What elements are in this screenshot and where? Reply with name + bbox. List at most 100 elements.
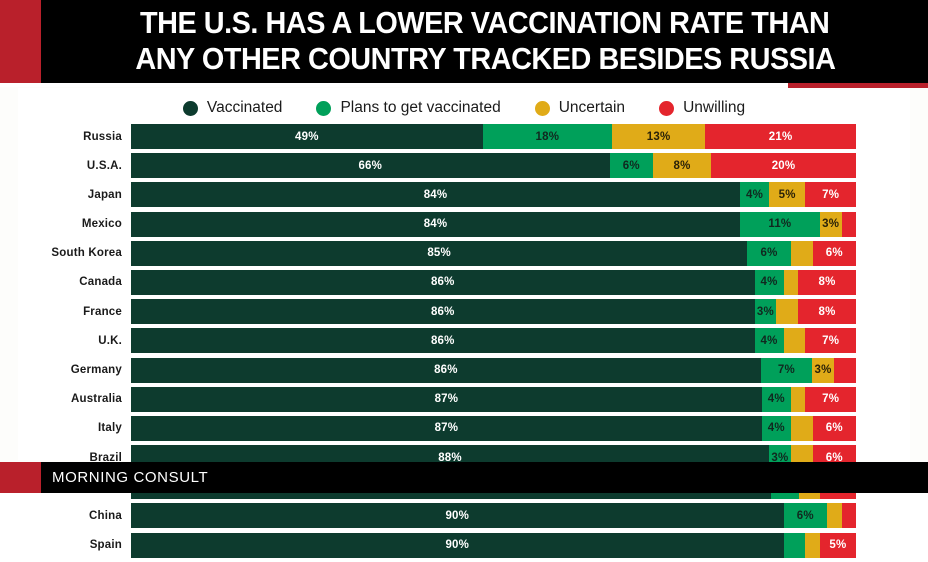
bar-segment-unwilling (841, 503, 856, 529)
legend-item-uncertain[interactable]: Uncertain (534, 99, 625, 117)
segment-value: 49% (295, 130, 319, 143)
stacked-bar: 87% 4% 7% (131, 386, 856, 412)
segment-value: 87% (434, 393, 459, 406)
segment-value: 86% (434, 364, 458, 376)
legend-label: Plans to get vaccinated (340, 99, 501, 116)
chart-row: Germany 86% 7% 3% (18, 357, 910, 383)
stacked-bar: 84% 11% 3% (131, 211, 856, 237)
bar-segment-vaccinated: 86% (131, 269, 755, 295)
bar-segment-unwilling (834, 357, 856, 383)
segment-value: 6% (622, 159, 640, 172)
bar-segment-unwilling: 8% (798, 299, 856, 325)
legend-item-unwilling[interactable]: Unwilling (659, 99, 745, 117)
bar-segment-vaccinated: 86% (131, 299, 755, 325)
segment-value: 66% (358, 159, 383, 172)
segment-value: 90% (445, 539, 470, 552)
legend-swatch-vaccinated-icon (182, 100, 198, 116)
bar-segment-plans: 3% (754, 299, 777, 325)
segment-value: 3% (814, 364, 832, 376)
bar-segment-unwilling: 21% (705, 124, 856, 149)
segment-value: 3% (771, 451, 789, 464)
segment-value: 8% (673, 159, 691, 172)
segment-value: 86% (430, 334, 455, 347)
legend-label: Vaccinated (206, 99, 283, 116)
stacked-bar: 86% 3% 8% (131, 299, 856, 325)
segment-value: 3% (756, 305, 774, 318)
chart-row: U.S.A. 66% 6% 8% 20% (18, 153, 910, 179)
segment-value: 8% (818, 276, 836, 289)
segment-value: 6% (825, 451, 843, 464)
country-label-australia: Australia (70, 393, 122, 406)
segment-value: 4% (760, 276, 778, 289)
bar-segment-plans: 4% (761, 386, 791, 412)
chart-row: Spain 90% 5% (18, 532, 910, 558)
bar-segment-vaccinated: 86% (131, 328, 755, 354)
stacked-bar: 49% 18% 13% 21% (131, 124, 856, 149)
chart-rows: Russia 49% 18% 13% 21% U.S.A. 66% 6% 8% 20% Japan 8… (18, 124, 910, 562)
legend-item-vaccinated[interactable]: Vaccinated (182, 99, 283, 117)
chart-row: Russia 49% 18% 13% 21% (18, 124, 910, 149)
source-attribution: MORNING CONSULT (52, 469, 209, 486)
chart-row: France 86% 3% 8% (18, 299, 910, 325)
segment-value: 7% (822, 393, 840, 406)
country-label-china: China (89, 509, 122, 522)
legend-item-plans[interactable]: Plans to get vaccinated (316, 99, 501, 117)
segment-value: 7% (777, 364, 795, 376)
bar-segment-plans: 6% (783, 503, 827, 529)
segment-value: 87% (434, 422, 459, 435)
segment-value: 13% (646, 130, 671, 143)
chart-panel: Vaccinated Plans to get vaccinated Uncerta… (18, 88, 910, 558)
legend-swatch-unwilling-icon (659, 100, 675, 116)
bar-segment-unwilling: 6% (812, 240, 856, 266)
segment-value: 21% (768, 130, 793, 143)
segment-value: 6% (825, 422, 843, 435)
legend-swatch-plans-icon (316, 100, 332, 116)
bar-segment-vaccinated: 66% (131, 153, 610, 179)
bar-segment-uncertain: 3% (812, 357, 835, 383)
header-red-underline-right (788, 83, 928, 88)
bar-segment-uncertain: 8% (653, 153, 711, 179)
footer-red-accent (0, 462, 41, 493)
country-label-japan: Japan (87, 188, 122, 201)
stacked-bar: 86% 4% 7% (131, 328, 856, 354)
segment-value: 18% (535, 130, 560, 143)
chart-row: South Korea 85% 6% 6% (18, 240, 910, 266)
bar-segment-vaccinated: 90% (131, 503, 784, 529)
segment-value: 5% (829, 539, 847, 552)
segment-value: 6% (760, 247, 778, 260)
segment-value: 8% (818, 305, 836, 318)
bar-segment-plans: 4% (754, 269, 784, 295)
chart-legend: Vaccinated Plans to get vaccinated Uncerta… (18, 92, 910, 124)
country-label-france: France (83, 305, 122, 318)
segment-value: 4% (767, 393, 785, 406)
country-label-canada: Canada (79, 276, 122, 289)
bar-segment-uncertain (805, 532, 820, 558)
country-label-u-s-a: U.S.A. (86, 159, 122, 172)
header-red-accent (0, 0, 41, 83)
country-label-russia: Russia (83, 130, 122, 143)
stacked-bar: 85% 6% 6% (131, 240, 856, 266)
bar-segment-plans: 4% (740, 182, 769, 208)
bar-segment-unwilling: 7% (805, 386, 856, 412)
chart-row: Mexico 84% 11% 3% (18, 211, 910, 237)
header-underline (0, 83, 928, 87)
stacked-bar: 90% 6% (131, 503, 856, 529)
header-band: THE U.S. HAS A LOWER VACCINATION RATE TH… (0, 0, 928, 83)
bar-segment-plans: 7% (760, 357, 813, 383)
bar-segment-uncertain: 13% (611, 124, 706, 149)
country-label-south-korea: South Korea (51, 247, 122, 260)
stacked-bar: 84% 4% 5% 7% (131, 182, 856, 208)
footer-band: MORNING CONSULT (0, 462, 928, 493)
bar-segment-unwilling: 7% (805, 328, 856, 354)
segment-value: 84% (423, 218, 448, 231)
segment-value: 5% (778, 188, 796, 201)
bar-segment-vaccinated: 49% (131, 124, 483, 149)
segment-value: 6% (796, 509, 814, 522)
chart-row: China 90% 6% (18, 503, 910, 529)
bar-segment-uncertain: 3% (819, 211, 842, 237)
chart-row: Canada 86% 4% 8% (18, 269, 910, 295)
stacked-bar: 66% 6% 8% 20% (131, 153, 856, 179)
country-label-spain: Spain (89, 539, 122, 552)
segment-value: 4% (745, 188, 764, 201)
